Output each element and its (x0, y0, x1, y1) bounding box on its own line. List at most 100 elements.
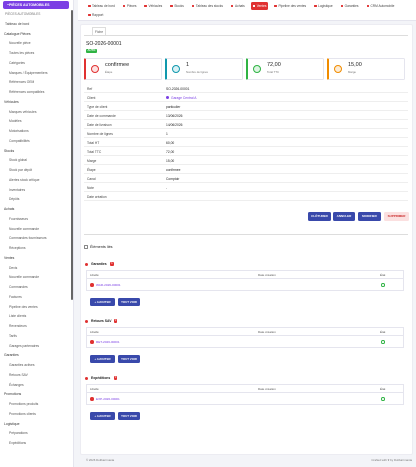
status-icon (381, 283, 385, 287)
nav-item[interactable]: Véhicules (142, 2, 164, 10)
nav-item[interactable]: Garanties (339, 2, 361, 10)
stat-label: Étape (105, 70, 113, 74)
sidebar-link[interactable]: Dépôts (9, 197, 20, 202)
nav-item[interactable]: Ventes (250, 2, 269, 10)
sidebar-link[interactable]: Garanties actives (9, 363, 35, 367)
nav-icon (366, 4, 369, 8)
sidebar-link[interactable]: Motorisations (9, 129, 29, 133)
add-button[interactable]: + AJOUTER (90, 412, 115, 420)
sidebar-link[interactable]: Références OEM (9, 80, 35, 85)
sidebar-link[interactable]: Modèles (9, 119, 22, 124)
sidebar-link[interactable]: Références compatibles (9, 90, 45, 94)
column-header: Date création (258, 386, 276, 391)
nav-item[interactable]: Stocks (168, 2, 186, 10)
sidebar-section[interactable]: Promotions (4, 392, 22, 397)
section-title: Retours SAV (91, 319, 112, 323)
sidebar-section[interactable]: Stocks (4, 148, 15, 153)
sidebar-link[interactable]: Toutes les pièces (9, 51, 35, 55)
nav-item[interactable]: Achats (229, 2, 247, 10)
add-button[interactable]: + AJOUTER (90, 298, 115, 306)
action-button[interactable]: ANNULER (333, 212, 355, 221)
action-button[interactable]: MODIFIER (358, 212, 381, 221)
tab[interactable]: Fiche (92, 27, 106, 36)
module-button[interactable]: PIÈCES AUTOMOBILES (3, 1, 69, 9)
sidebar-link[interactable]: Commandes fournisseurs (9, 236, 47, 241)
sidebar-link[interactable]: Tableau de bord (5, 21, 30, 26)
column-header: Date création (258, 329, 276, 334)
field-value: SO-2026-00001 (166, 86, 190, 91)
sidebar-section[interactable]: Achats (4, 207, 15, 211)
row-link[interactable]: EXP-2026-00001 (96, 397, 120, 401)
sidebar-link[interactable]: Pipeline des ventes (9, 304, 38, 309)
sidebar-link[interactable]: Marques / Équipementiers (9, 70, 48, 75)
nav-item[interactable]: CRM Automobile (365, 2, 397, 10)
sidebar-link[interactable]: Nouvelle commande (9, 275, 40, 280)
sidebar-link[interactable]: Marques véhicules (9, 109, 37, 114)
sidebar-link[interactable]: Revendeurs (9, 324, 27, 328)
topnav (78, 0, 416, 21)
sidebar-link[interactable]: Expéditions (9, 441, 27, 445)
action-button[interactable]: CLÔTURER (308, 212, 331, 221)
sidebar-link[interactable]: Nouvelle pièce (9, 41, 31, 46)
sidebar-section[interactable]: Garanties (4, 353, 19, 358)
sidebar-link[interactable]: Échanges (9, 382, 24, 387)
nav-icon (144, 4, 147, 8)
sidebar-link[interactable]: Réceptions (9, 246, 26, 250)
stat-icon (91, 65, 99, 73)
sidebar-section[interactable]: Logistique (4, 421, 20, 426)
sidebar-link[interactable]: Stock global (9, 158, 27, 163)
sidebar-link[interactable]: Retours SAV (9, 372, 28, 377)
sidebar-link[interactable]: Promotions clients (9, 411, 36, 416)
nav-item[interactable]: Tableau des stocks (190, 2, 225, 10)
field-value[interactable]: Garage Central A (171, 95, 197, 100)
nav-label: Rapport (92, 13, 104, 17)
sidebar-section[interactable]: Catalogue Pièces (4, 31, 31, 36)
sidebar-section[interactable]: Véhicules (4, 99, 19, 104)
nav-item[interactable]: Pipeline des ventes (272, 2, 308, 10)
field-label: Client (87, 95, 96, 100)
field-label: Date création (87, 194, 107, 199)
field-row (84, 192, 408, 201)
nav-item[interactable]: Pièces (121, 2, 139, 10)
sidebar-link[interactable]: Promotions produits (9, 402, 39, 406)
stat-icon (334, 65, 342, 73)
nav-icon (122, 4, 126, 8)
add-button[interactable]: + AJOUTER (90, 355, 115, 363)
module-button-label: PIÈCES AUTOMOBILES (9, 2, 50, 7)
column-header: Libellé (90, 272, 99, 277)
action-button[interactable]: SUPPRIMER (384, 212, 409, 221)
sidebar-section[interactable]: Ventes (4, 255, 15, 260)
footer-right: Crafted with ♥ by Dolibarrmania (371, 458, 412, 462)
sidebar-link[interactable]: Compatibilités (9, 138, 30, 143)
nav-item[interactable]: Rapport (86, 11, 105, 19)
sidebar-link[interactable]: Liste clients (9, 314, 27, 319)
field-label: Date de commande (87, 113, 116, 118)
stat-value: confirmee (105, 62, 130, 68)
view-all-button[interactable]: TOUT VOIR (118, 412, 140, 420)
stat-value: 1 (186, 62, 190, 68)
sidebar-link[interactable]: Fournisseurs (9, 216, 29, 221)
row-link[interactable]: WAR-2026-00001 (96, 283, 121, 287)
sidebar-link[interactable]: Tarifs (9, 333, 17, 338)
sidebar-link[interactable]: Stock par dépôt (9, 168, 33, 172)
nav-item[interactable]: Tableau de bord (86, 2, 117, 10)
footer-left: © 2026 Dolibarrmania (86, 458, 115, 462)
sidebar-link[interactable]: Nouvelle commande (9, 226, 40, 231)
sidebar-link[interactable]: Devis (9, 265, 18, 270)
nav-item[interactable]: Logistique (312, 2, 335, 10)
nav-label: Tableau des stocks (195, 4, 223, 8)
sidebar-link[interactable]: Alertes stock critique (9, 177, 40, 182)
sidebar-link[interactable]: Commandes (9, 285, 28, 289)
sidebar-link[interactable]: Inventaires (9, 187, 26, 192)
sidebar-link[interactable]: Garages partenaires (9, 343, 40, 348)
view-all-button[interactable]: TOUT VOIR (118, 355, 140, 363)
sidebar-link[interactable]: Catégories (9, 60, 25, 65)
field-label: Type de client (87, 104, 108, 109)
row-link[interactable]: RET-2026-00001 (96, 340, 120, 344)
nav-label: Pipeline des ventes (278, 4, 307, 8)
sidebar-link[interactable]: Factures (9, 294, 22, 299)
sidebar-heading: PIÈCES AUTOMOBILES (5, 12, 41, 16)
stat-label: Marge (348, 70, 356, 74)
view-all-button[interactable]: TOUT VOIR (118, 298, 140, 306)
sidebar-link[interactable]: Préparations (9, 431, 28, 436)
